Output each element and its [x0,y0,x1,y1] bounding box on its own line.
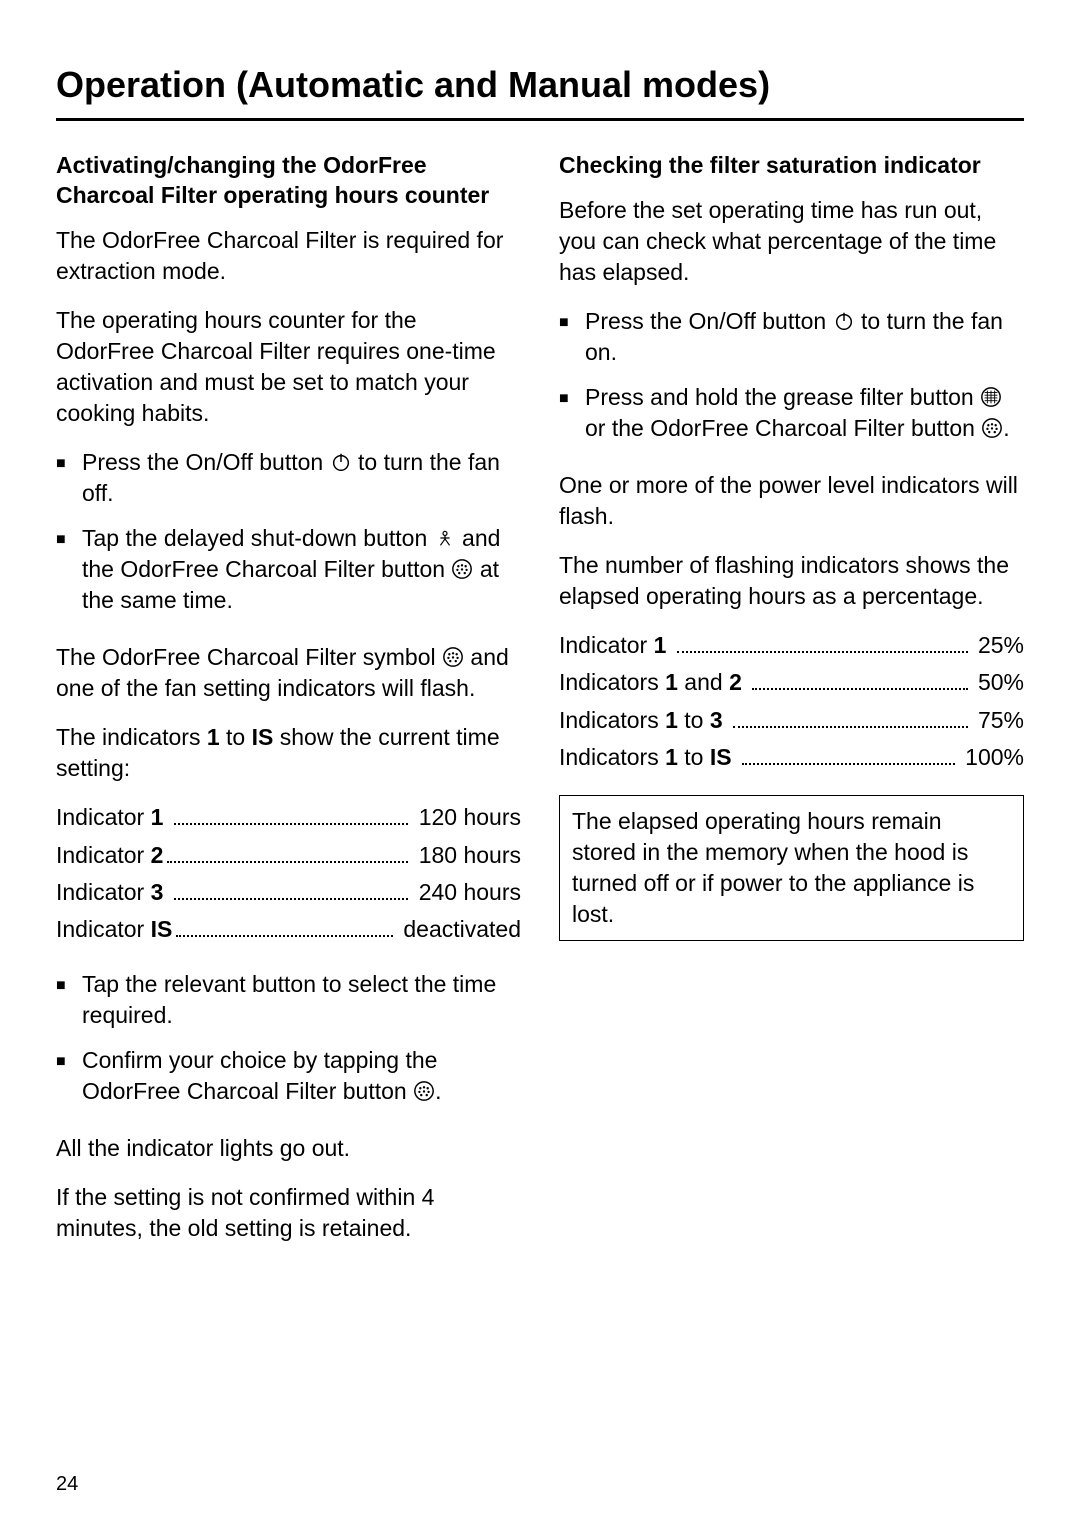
left-p3: The OdorFree Charcoal Filter symbol and … [56,642,521,704]
left-column: Activating/changing the OdorFree Charcoa… [56,151,521,1262]
left-bullets-1: ■ Press the On/Off button to turn the fa… [56,447,521,630]
bullet-text: . [435,1078,441,1104]
onoff-icon [833,310,855,332]
charcoal-filter-icon [413,1080,435,1102]
right-p3: The number of flashing indicators shows … [559,550,1024,612]
indicator-row-2: Indicator 2 180 hours [56,840,521,871]
bullet-square-icon: ■ [559,306,585,334]
page-title: Operation (Automatic and Manual modes) [56,64,1024,121]
percent-row-50: Indicators 1 and 2 50% [559,667,1024,698]
bullet-press-onoff: ■ Press the On/Off button to turn the fa… [56,447,521,509]
charcoal-filter-icon [981,417,1003,439]
onoff-icon [330,451,352,473]
charcoal-filter-icon [451,558,473,580]
bullet-square-icon: ■ [56,1045,82,1073]
page-number: 24 [56,1473,78,1496]
bullet-press-hold-grease: ■ Press and hold the grease filter butto… [559,382,1024,444]
bullet-square-icon: ■ [56,969,82,997]
bullet-press-onoff-on: ■ Press the On/Off button to turn the fa… [559,306,1024,368]
right-bullets: ■ Press the On/Off button to turn the fa… [559,306,1024,458]
left-p1: The OdorFree Charcoal Filter is required… [56,225,521,287]
bullet-text: Press the On/Off button [585,308,833,334]
bullet-square-icon: ■ [56,523,82,551]
grease-filter-icon [980,386,1002,408]
bullet-text: or the OdorFree Charcoal Filter button [585,415,981,441]
indicator-row-3: Indicator 3 240 hours [56,877,521,908]
right-p1: Before the set operating time has run ou… [559,195,1024,288]
delayed-shutdown-icon [434,527,456,549]
left-p5: All the indicator lights go out. [56,1133,521,1164]
bullet-tap-select: ■ Tap the relevant button to select the … [56,969,521,1031]
right-subheading: Checking the filter saturation indicator [559,151,1024,181]
bullet-text: Press and hold the grease filter button [585,384,980,410]
left-p4: The indicators 1 to IS show the current … [56,722,521,784]
bullet-square-icon: ■ [559,382,585,410]
bullet-confirm: ■ Confirm your choice by tapping the Odo… [56,1045,521,1107]
bullet-text: . [1003,415,1009,441]
right-column: Checking the filter saturation indicator… [559,151,1024,1262]
left-p6: If the setting is not confirmed within 4… [56,1182,521,1244]
right-p2: One or more of the power level indicator… [559,470,1024,532]
percent-row-75: Indicators 1 to 3 75% [559,705,1024,736]
bullet-text: Press the On/Off button [82,449,330,475]
left-p2: The operating hours counter for the Odor… [56,305,521,429]
bullet-text: Tap the delayed shut-down button [82,525,434,551]
indicator-row-is: Indicator IS deactivated [56,914,521,945]
percent-row-100: Indicators 1 to IS 100% [559,742,1024,773]
bullet-text: Confirm your choice by tapping the OdorF… [82,1047,437,1104]
percent-row-25: Indicator 1 25% [559,630,1024,661]
charcoal-filter-icon [442,646,464,668]
indicator-row-1: Indicator 1 120 hours [56,802,521,833]
left-bullets-2: ■ Tap the relevant button to select the … [56,969,521,1121]
indicator-list-right: Indicator 1 25% Indicators 1 and 2 50% I… [559,630,1024,778]
bullet-text: Tap the relevant button to select the ti… [82,969,521,1031]
indicator-list-left: Indicator 1 120 hours Indicator 2 180 ho… [56,802,521,950]
bullet-square-icon: ■ [56,447,82,475]
bullet-tap-delayed: ■ Tap the delayed shut-down button and t… [56,523,521,616]
two-column-body: Activating/changing the OdorFree Charcoa… [56,151,1024,1262]
note-box: The elapsed operating hours remain store… [559,795,1024,941]
left-subheading: Activating/changing the OdorFree Charcoa… [56,151,521,211]
